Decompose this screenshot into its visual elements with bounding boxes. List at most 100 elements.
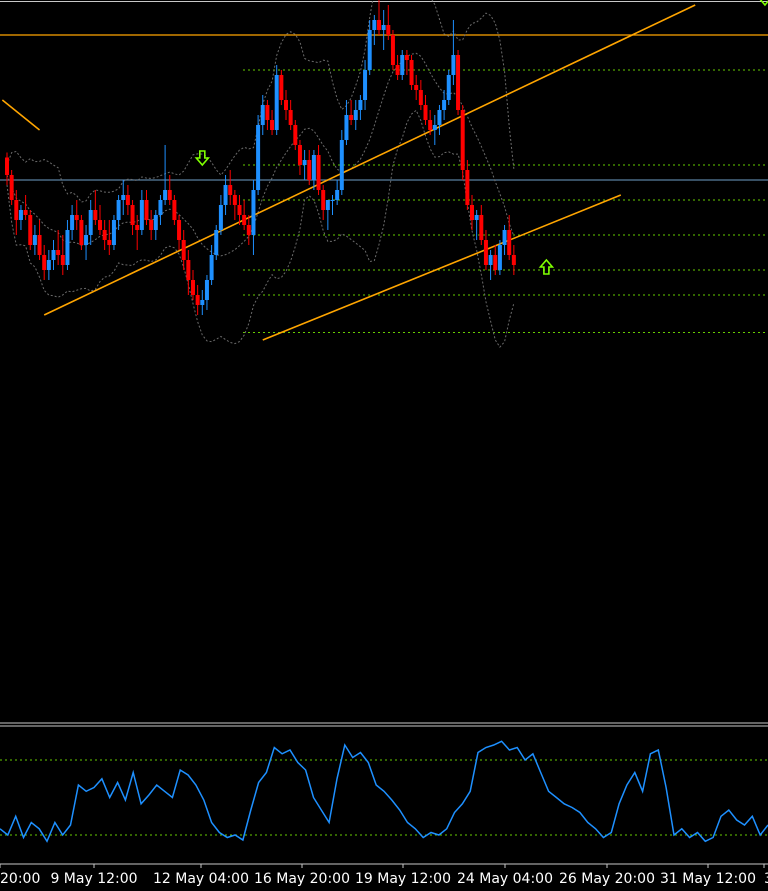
candle-body: [423, 105, 428, 120]
candle-body: [339, 140, 344, 190]
candle-body: [144, 200, 149, 220]
envelope-middle: [6, 52, 515, 257]
candle-body: [223, 185, 228, 205]
trendline: [1, 99, 41, 131]
x-tick-label: 24 May 04:00: [457, 871, 553, 887]
candle-body: [125, 195, 130, 205]
candle-body: [470, 205, 474, 220]
candle-body: [191, 280, 195, 295]
candle-body: [139, 200, 144, 230]
candle-body: [46, 260, 51, 270]
candle-body: [311, 155, 316, 180]
candle-body: [474, 215, 479, 220]
x-tick-label: 31 May 12:00: [660, 871, 756, 887]
candle-body: [279, 75, 284, 100]
candle-body: [172, 200, 177, 220]
candle-body: [186, 260, 191, 280]
candle-body: [335, 190, 340, 200]
candle-body: [42, 255, 47, 270]
candle-body: [32, 235, 37, 245]
candle-body: [60, 255, 65, 265]
x-tick-label: 12 May 04:00: [153, 871, 249, 887]
candle-body: [372, 20, 377, 30]
candle-body: [451, 55, 456, 75]
candle-body: [93, 210, 98, 220]
candle-body: [37, 235, 42, 255]
candle-body: [163, 190, 168, 200]
candle-body: [381, 25, 386, 30]
candle-body: [214, 230, 219, 255]
candle-body: [111, 220, 116, 245]
candle-body: [367, 30, 372, 70]
candle-body: [209, 255, 214, 280]
candle-body: [74, 215, 79, 220]
candle-body: [511, 255, 516, 265]
candle-body: [297, 145, 302, 165]
candle-body: [284, 100, 288, 110]
arrow-down-icon: [194, 150, 211, 167]
candle-body: [246, 225, 251, 235]
candle-body: [288, 110, 293, 125]
candle-body: [437, 110, 442, 125]
candle-body: [493, 255, 498, 270]
candle-body: [79, 220, 84, 245]
candle-body: [483, 240, 488, 265]
candle-body: [232, 195, 237, 205]
x-tick-label: 20:00: [0, 871, 40, 887]
candle-body: [18, 210, 23, 220]
candle-body: [65, 230, 70, 265]
candle-body: [228, 185, 233, 195]
candle-body: [88, 210, 93, 235]
candle-body: [135, 225, 140, 230]
candle-body: [116, 200, 121, 220]
candle-body: [344, 115, 349, 140]
candle-body: [321, 190, 326, 210]
x-tick-label: 16 May 20:00: [254, 871, 350, 887]
x-tick-label: 26 May 20:00: [559, 871, 655, 887]
candle-body: [84, 235, 89, 245]
candle-body: [270, 120, 275, 130]
candle-body: [237, 205, 242, 215]
candle-body: [456, 55, 461, 110]
candle-body: [242, 215, 247, 225]
candle-body: [363, 70, 368, 100]
candle-body: [256, 125, 261, 190]
candle-body: [51, 250, 56, 260]
candle-body: [502, 230, 507, 245]
candle-body: [181, 240, 186, 260]
envelope-bands: [6, 0, 515, 348]
candle-body: [488, 255, 493, 265]
candle-body: [395, 65, 400, 75]
candle-body: [302, 160, 307, 165]
candle-body: [28, 215, 33, 245]
candle-body: [265, 105, 270, 120]
candle-body: [325, 200, 330, 210]
x-tick-label: 9 May 12:00: [50, 871, 137, 887]
x-axis-labels: 20:00 9 May 12:00 12 May 04:00 16 May 20:00…: [0, 864, 768, 887]
candle-body: [293, 125, 298, 145]
candle-body: [204, 280, 209, 300]
candle-body: [349, 115, 354, 120]
candle-body: [316, 155, 321, 190]
candle-body: [418, 90, 423, 105]
candle-body: [400, 55, 405, 75]
candle-body: [386, 25, 391, 35]
candle-body: [167, 190, 172, 200]
trendline: [43, 4, 696, 316]
candle-body: [9, 175, 14, 200]
envelope-lower: [6, 109, 515, 348]
candle-body: [121, 195, 126, 200]
candle-body: [353, 110, 358, 120]
envelope-upper: [6, 0, 515, 203]
candle-body: [149, 220, 154, 230]
x-tick-label: 3: [764, 871, 768, 887]
candle-body: [377, 20, 381, 30]
candle-body: [404, 55, 409, 60]
candle-body: [177, 220, 182, 240]
trendline: [262, 194, 622, 341]
candle-body: [446, 75, 451, 100]
candle-body: [251, 190, 256, 235]
candle-body: [460, 110, 465, 170]
candle-body: [432, 125, 437, 130]
